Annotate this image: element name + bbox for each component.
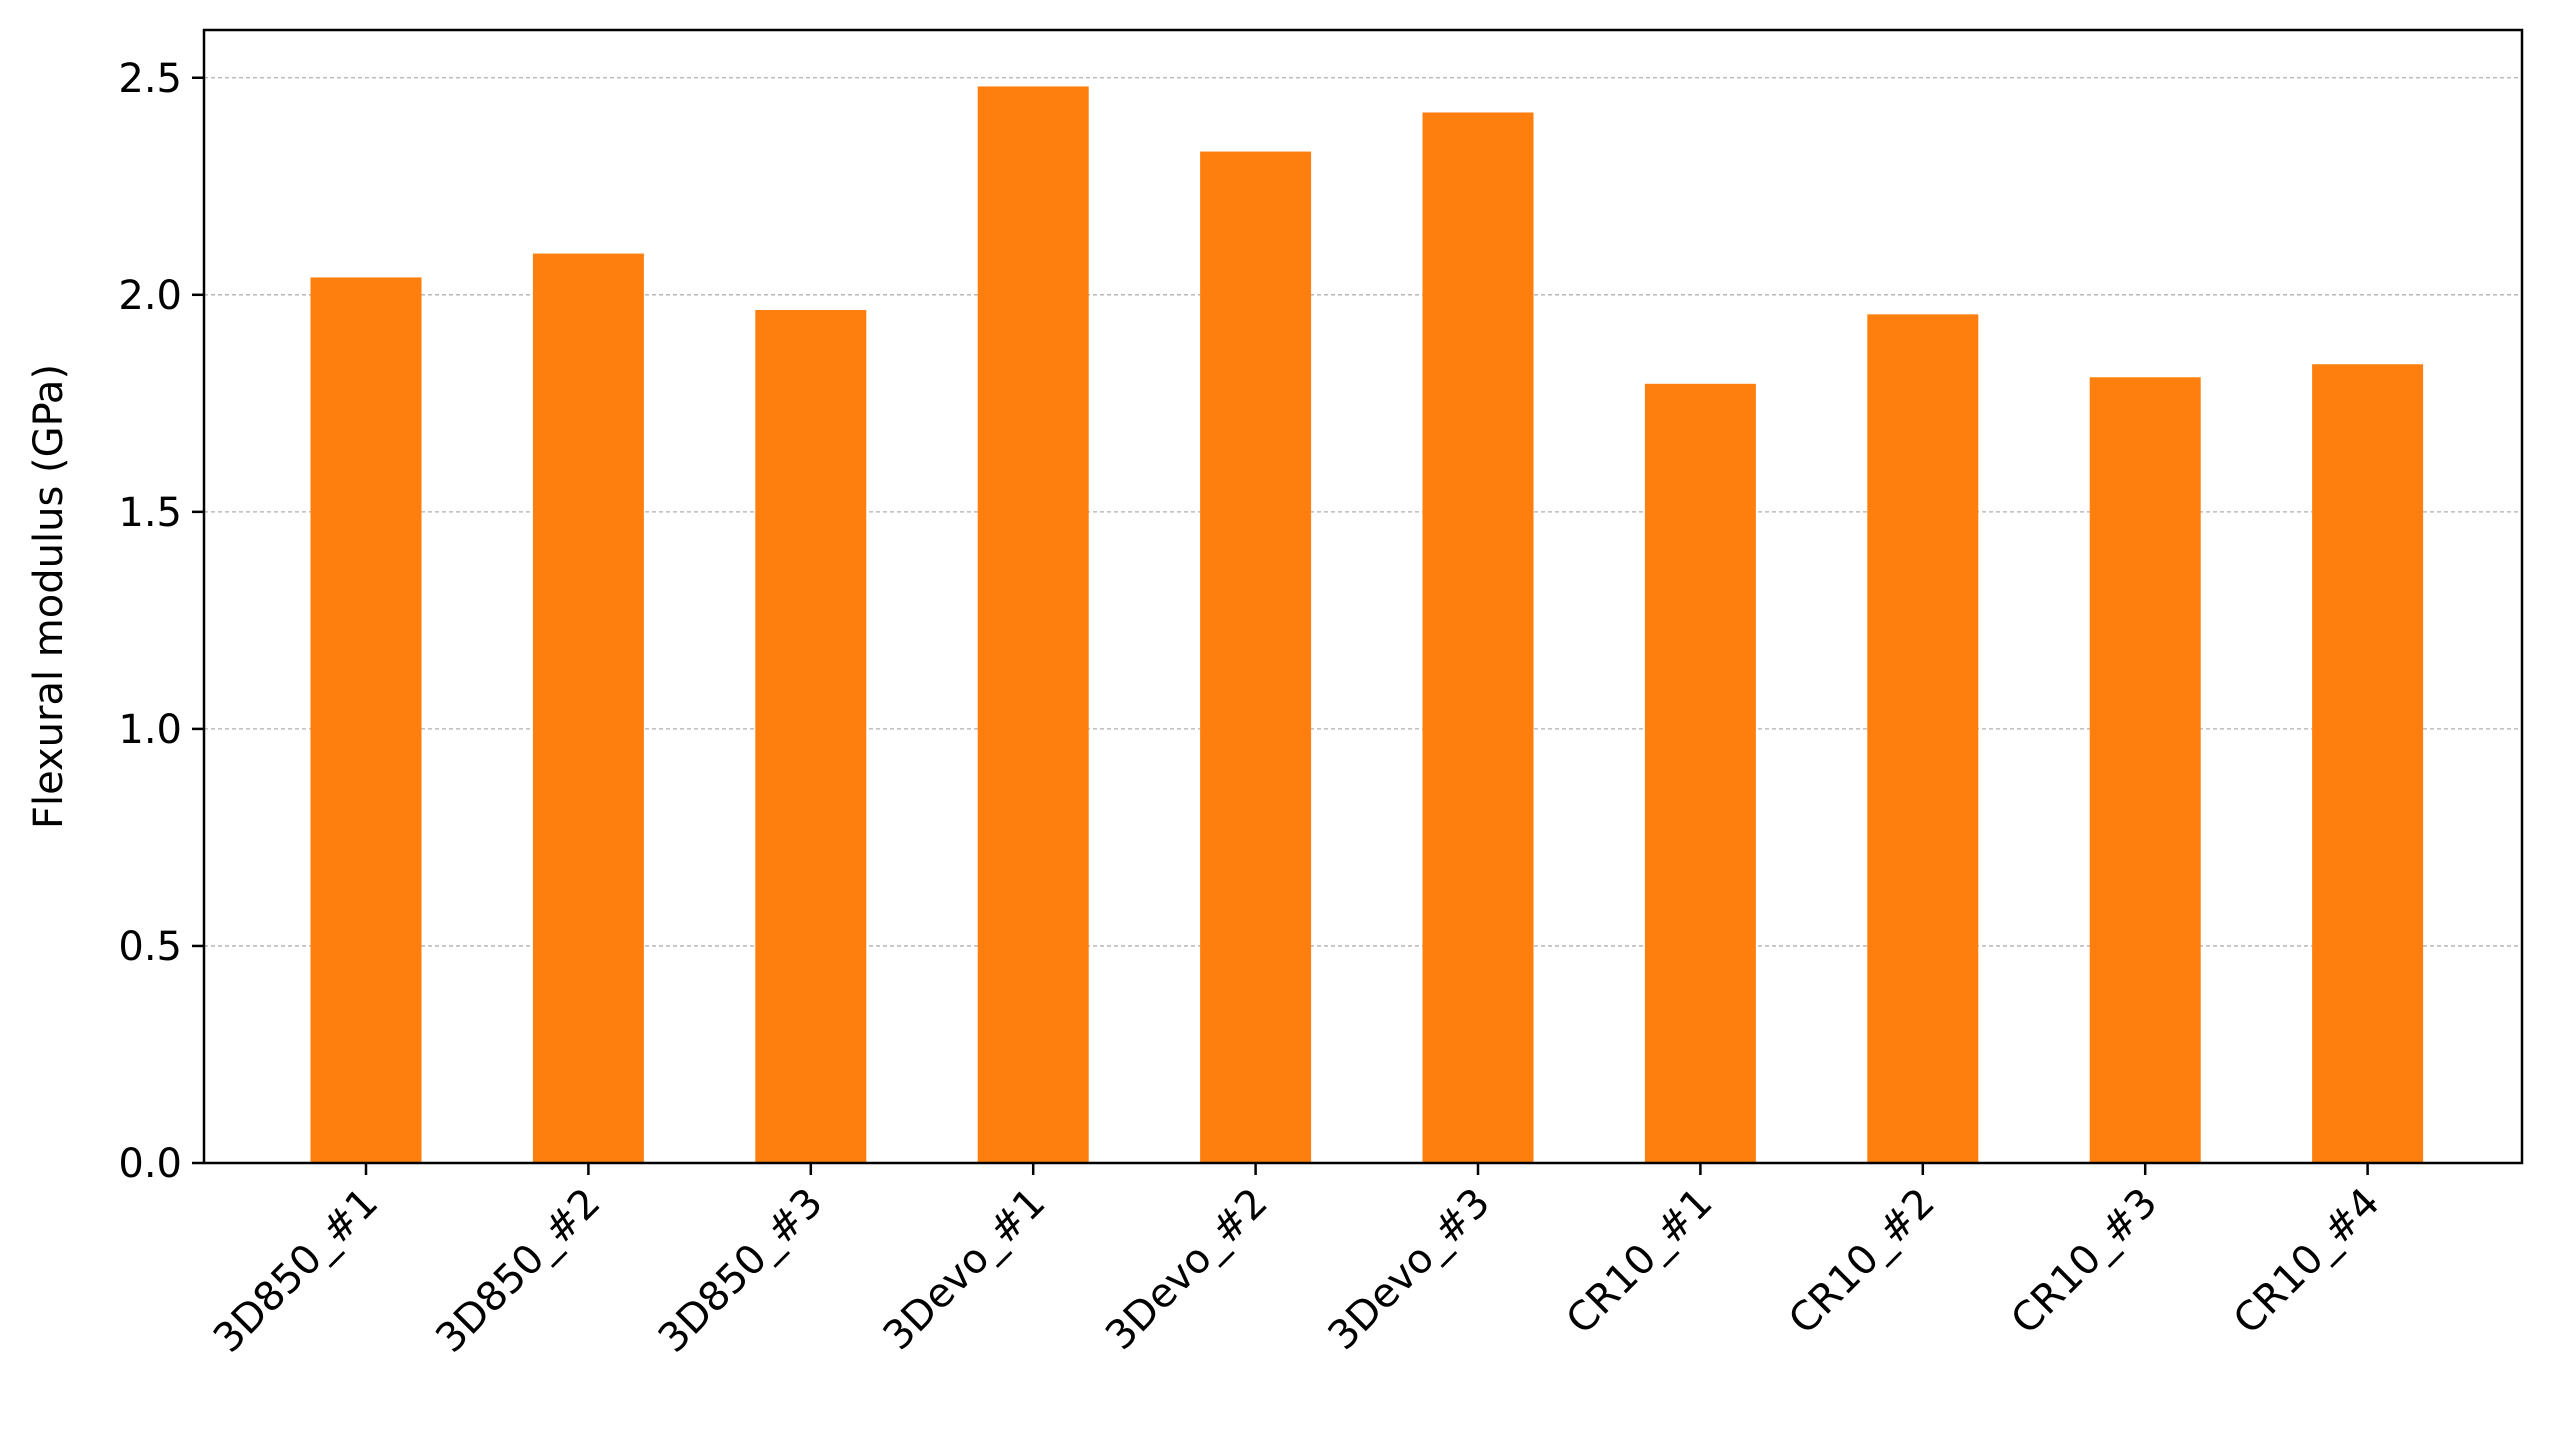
bar [1867, 314, 1979, 1164]
x-tick-label: 3Devo_#1 [875, 1180, 1055, 1360]
y-axis-title: Flexural modulus (GPa) [26, 364, 72, 829]
x-tick-label: 3D850_#2 [427, 1180, 609, 1362]
x-tick-label: CR10_#2 [1780, 1180, 1944, 1344]
y-tick-label: 2.5 [118, 56, 182, 102]
bar [1644, 383, 1756, 1163]
plot-area-frame [202, 28, 2524, 1165]
bar [1422, 112, 1534, 1164]
bar [2312, 364, 2424, 1163]
x-tick-label: CR10_#3 [2003, 1180, 2167, 1344]
bar [1200, 151, 1312, 1163]
bar-series [310, 86, 2424, 1164]
bar [755, 309, 867, 1163]
y-tick-label: 2.0 [118, 273, 182, 319]
x-axis: 3D850_#1 3D850_#2 3D850_#3 3Devo_#1 3Devo_#2… [205, 1163, 2389, 1362]
bar [310, 277, 422, 1163]
bar [2089, 377, 2201, 1164]
y-tick-label: 0.5 [118, 924, 182, 970]
bar [977, 86, 1089, 1163]
x-tick-label: 3D850_#1 [205, 1180, 387, 1362]
x-tick-label: 3Devo_#3 [1319, 1180, 1499, 1360]
y-tick-label: 1.0 [118, 707, 182, 753]
x-tick-label: 3D850_#3 [650, 1180, 832, 1362]
x-tick-label: 3Devo_#2 [1097, 1180, 1277, 1360]
y-tick-label: 0.0 [118, 1141, 182, 1187]
y-tick-label: 1.5 [118, 490, 182, 536]
bar [532, 253, 644, 1164]
x-tick-label: CR10_#1 [1558, 1180, 1722, 1344]
x-tick-label: CR10_#4 [2225, 1180, 2389, 1344]
y-axis: 0.0 0.5 1.0 1.5 2.0 2.5 [118, 56, 204, 1187]
